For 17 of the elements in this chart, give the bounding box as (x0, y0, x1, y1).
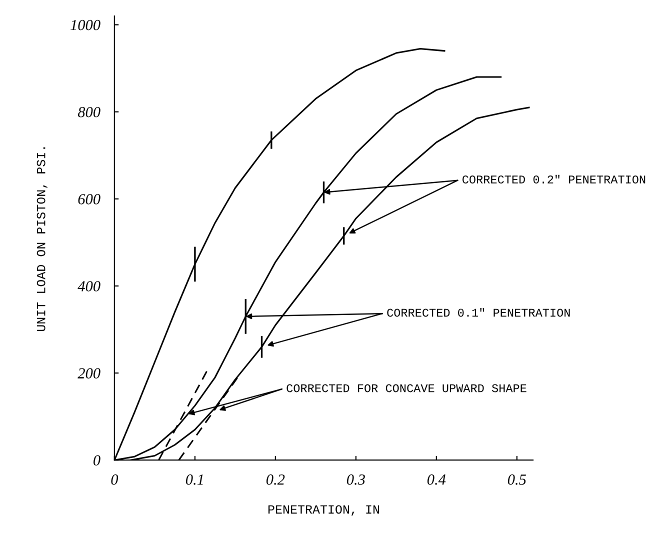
x-tick-label: 0.2 (266, 474, 285, 485)
y-tick-label: 0 (94, 455, 100, 466)
y-tick-label: 400 (78, 281, 100, 292)
x-tick-label: 0.3 (346, 474, 365, 485)
y-tick-label: 200 (78, 368, 100, 378)
annotation: CORRECTED 0.1" PENETRATION (387, 308, 570, 317)
annotation: CORRECTED FOR CONCAVE UPWARD SHAPE (286, 384, 526, 392)
x-axis-title: PENETRATION, IN (268, 505, 379, 516)
x-tick-label: 0.1 (186, 474, 203, 485)
x-tick-label: 0.5 (508, 474, 526, 485)
annotation: CORRECTED 0.2" PENETRATION (462, 174, 646, 184)
y-tick-label: 800 (78, 106, 100, 118)
y-tick-label: 600 (78, 194, 100, 204)
y-tick-label: 1000 (70, 20, 100, 30)
y-axis-title: UNIT LOAD ON PISTON, PSI. (36, 147, 48, 331)
x-tick-label: 0.4 (427, 474, 446, 485)
x-tick-label: 0 (111, 474, 118, 485)
